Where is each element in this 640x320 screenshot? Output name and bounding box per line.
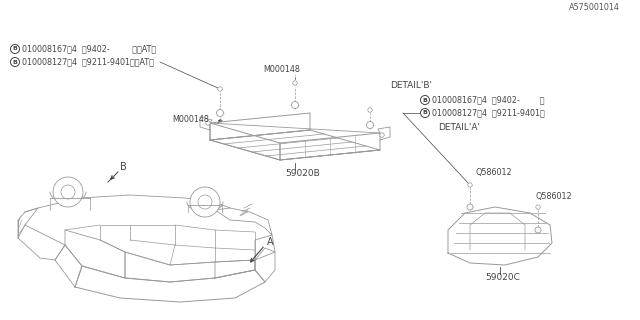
Circle shape [420,108,429,117]
Text: Q586012: Q586012 [475,169,511,178]
Circle shape [190,187,220,217]
Circle shape [535,227,541,233]
Circle shape [291,101,298,108]
Text: DETAIL'A': DETAIL'A' [438,124,480,132]
Text: 010008167（4  Ｚ9402-        ）: 010008167（4 Ｚ9402- ） [432,95,545,105]
Circle shape [467,204,473,210]
Circle shape [468,183,472,187]
Text: 59020C: 59020C [485,273,520,282]
Circle shape [206,121,210,125]
Circle shape [293,81,297,85]
Circle shape [61,185,75,199]
Circle shape [198,195,212,209]
Circle shape [368,108,372,112]
Text: B: B [13,60,17,65]
Circle shape [218,87,222,91]
Circle shape [10,58,19,67]
Text: B: B [120,162,127,172]
Circle shape [536,205,540,209]
Text: DETAIL'B': DETAIL'B' [390,81,432,90]
Text: A: A [267,237,274,247]
Circle shape [367,122,374,129]
Text: B: B [422,110,428,116]
Circle shape [380,133,384,137]
Text: 010008127（4  Ｚ9211-9401）（AT）: 010008127（4 Ｚ9211-9401）（AT） [22,58,154,67]
Circle shape [53,177,83,207]
Text: 59020B: 59020B [285,169,320,178]
Circle shape [10,44,19,53]
Text: Q586012: Q586012 [535,193,572,202]
Circle shape [216,109,223,116]
Text: B: B [422,98,428,102]
Text: 010008127（4  Ｚ9211-9401）: 010008127（4 Ｚ9211-9401） [432,108,545,117]
Text: B: B [13,46,17,52]
Text: M000148: M000148 [264,66,300,75]
Circle shape [420,95,429,105]
Text: A575001014: A575001014 [569,4,620,12]
Text: 010008167（4  Ｚ9402-         ）（AT）: 010008167（4 Ｚ9402- ）（AT） [22,44,156,53]
Text: M000148: M000148 [172,116,209,124]
